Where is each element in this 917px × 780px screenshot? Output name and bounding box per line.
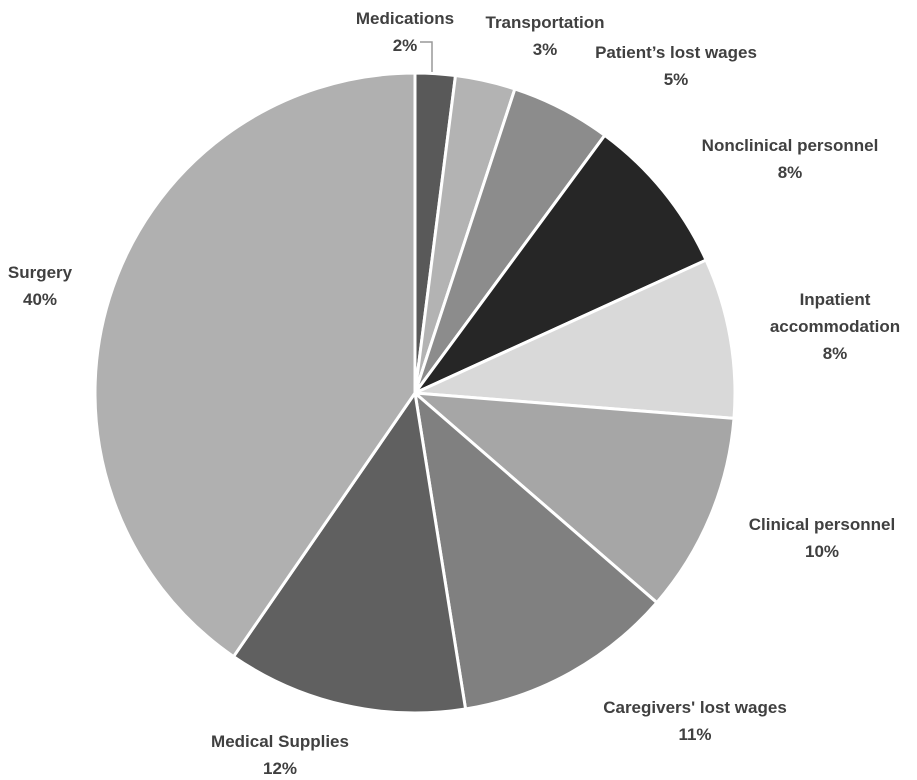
value-label: 40% <box>22 290 58 309</box>
value-label: 2% <box>392 36 418 55</box>
category-name: Clinical personnel <box>748 515 896 534</box>
slice-label: Nonclinical personnel 8% <box>702 132 879 186</box>
slice-label: Medical Supplies 12% <box>211 728 349 780</box>
value-label: 5% <box>663 70 689 89</box>
category-name: Surgery <box>7 263 73 282</box>
value-label: 8% <box>777 163 803 182</box>
pie-slice <box>409 258 737 420</box>
pie-slice <box>412 389 659 711</box>
pie-slice <box>93 71 417 659</box>
slice-label: Transportation 3% <box>485 9 604 63</box>
value-label: 10% <box>804 542 840 561</box>
slice-label: Patient’s lost wages 5% <box>595 39 757 93</box>
leader-line <box>420 41 433 72</box>
value-label: 11% <box>678 725 712 744</box>
category-name: Transportation <box>485 13 605 32</box>
slice-label: Clinical personnel 10% <box>749 511 895 565</box>
value-label: 8% <box>822 344 848 363</box>
category-name: Patient’s lost wages <box>595 43 757 62</box>
slice-label: Medications 2% <box>356 5 454 59</box>
category-name: Nonclinical personnel <box>701 136 879 155</box>
slice-label: Caregivers' lost wages 11% <box>603 694 787 748</box>
category-name: Medications <box>355 9 455 28</box>
value-label: 12% <box>262 759 298 778</box>
value-label: 3% <box>532 40 558 59</box>
category-name: Caregivers' lost wages <box>603 698 787 717</box>
category-name: Medical Supplies <box>211 732 349 751</box>
slice-label: Inpatient accommodation 8% <box>755 286 915 367</box>
pie-slice <box>231 389 468 715</box>
pie-slice <box>410 133 709 397</box>
slice-label: Surgery 40% <box>8 259 72 313</box>
pie-slice <box>410 391 736 605</box>
category-name: Inpatient accommodation <box>769 290 901 336</box>
